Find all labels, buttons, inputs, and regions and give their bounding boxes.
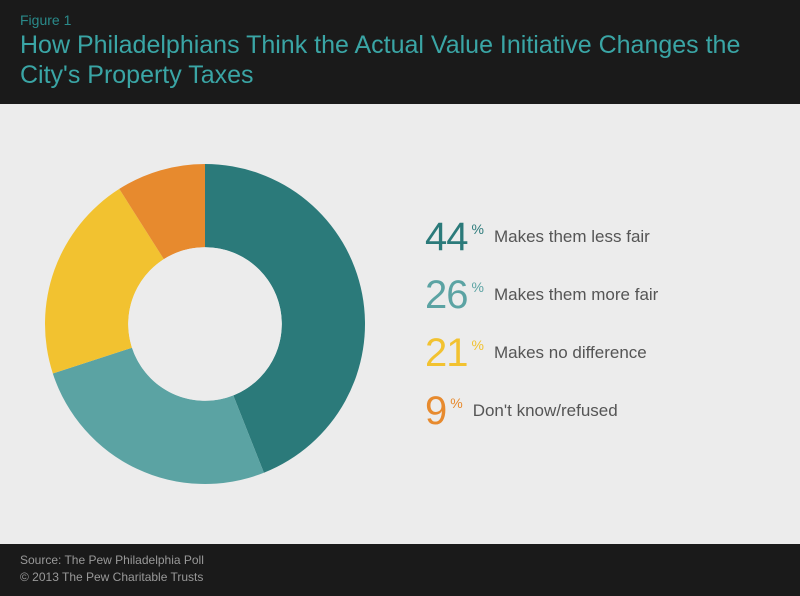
source-line: Source: The Pew Philadelphia Poll: [20, 552, 780, 569]
legend-item: 44% Makes them less fair: [425, 217, 658, 257]
legend-item: 21% Makes no difference: [425, 333, 658, 373]
percent-sign: %: [472, 221, 484, 237]
legend-label: Makes no difference: [494, 343, 647, 363]
legend-value: 9: [425, 391, 446, 431]
percent-sign: %: [472, 279, 484, 295]
legend-item: 9% Don't know/refused: [425, 391, 658, 431]
percent-sign: %: [450, 395, 462, 411]
percent-sign: %: [472, 337, 484, 353]
legend-label: Don't know/refused: [473, 401, 618, 421]
legend: 44% Makes them less fair 26% Makes them mor…: [425, 217, 658, 431]
chart-title: How Philadelphians Think the Actual Valu…: [20, 30, 780, 90]
figure-label: Figure 1: [20, 12, 780, 28]
copyright-line: © 2013 The Pew Charitable Trusts: [20, 569, 780, 586]
legend-label: Makes them more fair: [494, 285, 658, 305]
header-bar: Figure 1 How Philadelphians Think the Ac…: [0, 0, 800, 104]
legend-value: 44: [425, 217, 468, 257]
legend-value: 21: [425, 333, 468, 373]
chart-area: 44% Makes them less fair 26% Makes them mor…: [0, 104, 800, 544]
legend-value: 26: [425, 275, 468, 315]
legend-item: 26% Makes them more fair: [425, 275, 658, 315]
footer-bar: Source: The Pew Philadelphia Poll © 2013…: [0, 544, 800, 596]
donut-chart: [40, 159, 370, 489]
donut-hole: [128, 247, 282, 401]
legend-label: Makes them less fair: [494, 227, 650, 247]
